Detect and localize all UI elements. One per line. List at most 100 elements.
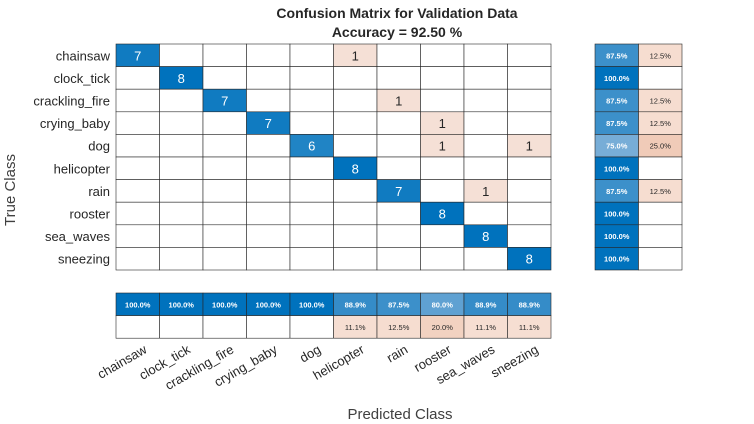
col-summary-correct-label: 100.0% [256, 300, 282, 309]
matrix-cell [507, 88, 552, 113]
matrix-cell [202, 111, 247, 135]
matrix-cell-value: 1 [526, 139, 533, 154]
col-summary-correct-label: 100.0% [212, 300, 238, 309]
matrix-cell [246, 66, 291, 90]
matrix-cell [202, 224, 247, 248]
matrix-cell-value: 6 [308, 139, 315, 154]
col-summary-incorrect-label: 12.5% [388, 323, 410, 332]
chart-title: Confusion Matrix for Validation Data [276, 5, 517, 21]
matrix-cell [420, 43, 465, 67]
col-summary-incorrect-cell [159, 315, 204, 339]
matrix-cell [463, 43, 508, 67]
matrix-cell-value: 1 [482, 184, 489, 199]
matrix-cell [115, 66, 160, 90]
matrix-cell [202, 43, 247, 67]
matrix-cell [507, 43, 552, 67]
col-summary-incorrect-label: 11.1% [519, 323, 540, 332]
row-summary-incorrect-label: 25.0% [650, 142, 672, 151]
matrix-cell [420, 66, 465, 90]
matrix-cell [420, 156, 465, 180]
row-tick-label: clock_tick [54, 71, 111, 86]
matrix-cell [376, 224, 421, 248]
matrix-cell-value: 7 [221, 94, 228, 109]
matrix-cell [333, 201, 378, 226]
x-axis-label: Predicted Class [347, 406, 452, 423]
matrix-cell [289, 66, 334, 90]
matrix-cell [333, 224, 378, 248]
column-tick-label: sneezing [488, 342, 541, 381]
column-summary: 100.0% 100.0% 100.0% 100.0% 100.0% 88.9% 11.1%… [115, 292, 552, 339]
matrix-cell [246, 43, 291, 67]
matrix-cell-value: 7 [395, 184, 402, 199]
matrix-cell [376, 111, 421, 135]
row-summary-incorrect-cell [638, 224, 683, 248]
matrix-cell [289, 247, 334, 271]
column-tick-label: rain [384, 342, 410, 366]
matrix-cell [159, 111, 204, 135]
row-tick-label: helicopter [54, 161, 111, 176]
matrix-cell-value: 8 [482, 229, 489, 244]
col-summary-correct-label: 88.9% [519, 300, 541, 309]
matrix-cell [289, 224, 334, 248]
matrix-cell [376, 66, 421, 90]
row-summary-correct-label: 100.0% [604, 74, 630, 83]
row-summary-correct-label: 87.5% [606, 119, 628, 128]
matrix-cell [333, 88, 378, 113]
matrix-cell [202, 247, 247, 271]
row-summary-incorrect-label: 12.5% [650, 51, 672, 60]
matrix-cell [463, 156, 508, 180]
row-summary: 87.5% 12.5% 100.0% 87.5% 12.5% 87.5% 12.5% 75.0… [594, 43, 683, 271]
matrix-cell [333, 134, 378, 158]
matrix-cell [463, 201, 508, 226]
matrix-cell [463, 134, 508, 158]
matrix-cell [289, 88, 334, 113]
column-tick-label: dog [297, 342, 323, 366]
matrix-cell-value: 8 [178, 71, 185, 86]
row-summary-incorrect-cell [638, 201, 683, 226]
col-summary-incorrect-cell [246, 315, 291, 339]
matrix-cell-value: 1 [352, 48, 359, 63]
row-summary-correct-label: 100.0% [604, 210, 630, 219]
matrix-cell-value: 1 [439, 116, 446, 131]
col-summary-correct-label: 100.0% [125, 300, 151, 309]
matrix-cell [246, 88, 291, 113]
matrix-cell [159, 134, 204, 158]
matrix-cell [333, 179, 378, 203]
col-summary-correct-label: 100.0% [169, 300, 195, 309]
row-summary-incorrect-cell [638, 156, 683, 180]
row-tick-label: crackling_fire [33, 94, 110, 109]
matrix-cell [246, 224, 291, 248]
matrix-cell [159, 156, 204, 180]
matrix-cell [115, 111, 160, 135]
matrix-cell-value: 1 [395, 94, 402, 109]
matrix-cell [202, 66, 247, 90]
matrix-cell [376, 43, 421, 67]
matrix-cell [507, 224, 552, 248]
matrix-cell [463, 88, 508, 113]
col-summary-correct-label: 88.9% [345, 300, 367, 309]
matrix-cell [507, 179, 552, 203]
matrix-cell [376, 247, 421, 271]
matrix-cell [246, 247, 291, 271]
matrix-cell [289, 179, 334, 203]
row-summary-correct-label: 87.5% [606, 97, 628, 106]
row-tick-label: dog [88, 139, 110, 154]
matrix-cell [376, 134, 421, 158]
matrix-cell [159, 43, 204, 67]
matrix-cell [115, 156, 160, 180]
row-tick-label: sea_waves [45, 229, 111, 244]
matrix-cell [159, 88, 204, 113]
matrix-cell [507, 66, 552, 90]
matrix-cell [289, 156, 334, 180]
matrix-cell [202, 201, 247, 226]
col-summary-correct-label: 80.0% [432, 300, 454, 309]
row-summary-correct-label: 87.5% [606, 51, 628, 60]
matrix-cell [159, 201, 204, 226]
col-summary-incorrect-cell [507, 315, 552, 339]
col-summary-incorrect-label: 11.1% [345, 323, 366, 332]
matrix-cell [246, 201, 291, 226]
matrix-cell [376, 156, 421, 180]
col-summary-correct-label: 87.5% [388, 300, 410, 309]
col-summary-incorrect-cell [115, 315, 160, 339]
